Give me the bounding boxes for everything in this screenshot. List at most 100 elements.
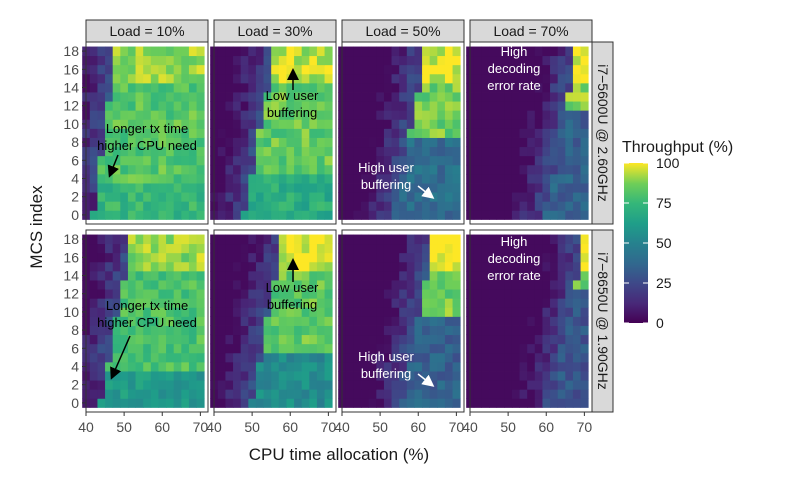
heatmap-cell [572,389,581,399]
heatmap-cell [135,128,144,138]
heatmap-cell [278,361,287,372]
heatmap-cell [89,389,98,399]
heatmap-cell [89,352,98,363]
x-tick-label: 60 [538,419,554,435]
heatmap-cell [550,201,559,211]
heatmap-cell [580,46,589,57]
heatmap-cell [166,361,175,372]
heatmap-cell [112,155,121,166]
heatmap-cell [127,316,136,326]
heatmap-cell [489,234,498,245]
heatmap-cell [414,334,423,345]
heatmap-cell [217,146,226,157]
heatmap-cell [406,389,415,399]
heatmap-cell [345,261,354,272]
heatmap-cell [383,164,392,175]
heatmap-cell [368,119,377,129]
heatmap-cell [406,289,415,299]
heatmap-cell [173,325,182,336]
heatmap-cell [158,73,167,84]
heatmap-cell [557,137,566,148]
heatmap-cell [565,352,574,363]
heatmap-cell [534,343,543,354]
heatmap-cell [399,137,408,148]
heatmap-cell [120,110,129,120]
heatmap-cell [414,73,423,84]
heatmap-cell [294,298,303,308]
heatmap-cell [97,201,106,211]
heatmap-cell [255,334,264,345]
heatmap-cell [89,173,98,184]
heatmap-cell [437,352,446,363]
heatmap-cell [422,173,431,184]
heatmap-cell [519,119,528,129]
heatmap-cell [225,307,234,317]
heatmap-cell [572,201,581,211]
heatmap-cell [504,92,513,102]
heatmap-cell [580,243,589,254]
heatmap-cell [173,261,182,272]
heatmap-cell [143,110,152,120]
heatmap-cell [286,192,295,202]
heatmap-cell [301,325,310,336]
heatmap-cell [89,192,98,202]
heatmap-cell [181,261,190,272]
heatmap-cell [120,82,129,93]
heatmap-cell [127,307,136,317]
heatmap-cell [376,137,385,148]
heatmap-cell [286,234,295,245]
heatmap-cell [143,119,152,129]
heatmap-cell [225,137,234,148]
heatmap-cell [166,128,175,138]
heatmap-cell [316,380,325,390]
annotation-text: Low user [266,88,319,103]
heatmap-cell [383,380,392,390]
annotation-text: higher CPU need [97,138,197,153]
heatmap-cell [158,398,167,408]
heatmap-cell [353,183,362,193]
heatmap-cell [150,298,159,308]
heatmap-cell [150,389,159,399]
y-axis-title: MCS index [27,185,46,269]
heatmap-cell [534,210,543,220]
heatmap-cell [557,64,566,75]
heatmap-cell [565,398,574,408]
heatmap-cell [414,155,423,166]
heatmap-cell [368,73,377,84]
heatmap-cell [217,280,226,290]
heatmap-cell [278,128,287,138]
heatmap-cell [414,234,423,245]
heatmap-cell [181,183,190,193]
heatmap-cell [489,73,498,84]
heatmap-cell [444,289,453,299]
heatmap-cell [112,201,121,211]
heatmap-cell [233,155,242,166]
heatmap-cell [542,389,551,399]
heatmap-cell [181,82,190,93]
heatmap-cell [399,307,408,317]
heatmap-cell [557,192,566,202]
heatmap-cell [143,325,152,336]
heatmap-cell [452,243,461,254]
heatmap-cell [173,155,182,166]
heatmap-cell [580,325,589,336]
heatmap-cell [527,55,536,66]
heatmap-cell [105,325,114,336]
heatmap-cell [173,234,182,245]
y-tick-label: 16 [63,249,79,265]
heatmap-cell [452,289,461,299]
heatmap-cell [150,64,159,75]
heatmap-cell [361,398,370,408]
heatmap-cell [504,380,513,390]
heatmap-cell [127,110,136,120]
heatmap-cell [527,119,536,129]
heatmap-cell [278,55,287,66]
heatmap-cell [278,252,287,263]
heatmap-cell [173,361,182,372]
heatmap-cell [572,128,581,138]
heatmap-cell [240,82,249,93]
heatmap-cell [444,82,453,93]
heatmap-cell [391,137,400,148]
heatmap-cell [271,46,280,57]
heatmap-cell [217,361,226,372]
